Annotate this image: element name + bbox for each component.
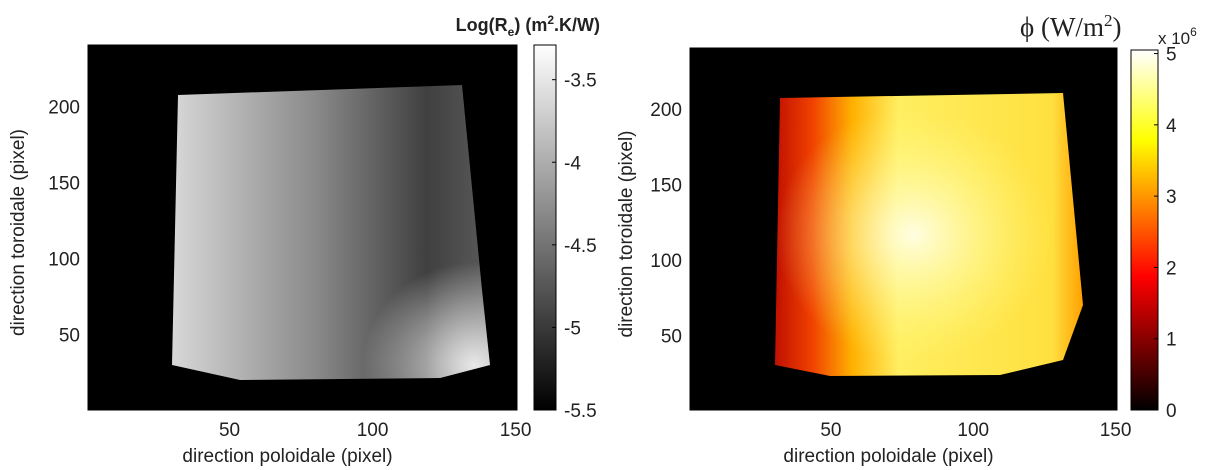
- y-tick-label: 50: [59, 326, 80, 347]
- x-tick-label: 100: [357, 420, 389, 441]
- colorbar-tick-label: -5.5: [564, 401, 597, 422]
- colorbar-tick-label: 4: [1166, 116, 1177, 137]
- colorbar-title: ϕ (W/m2): [1020, 11, 1121, 42]
- y-axis-label: direction toroidale (pixel): [616, 131, 637, 338]
- colorbar-tick-label: 1: [1166, 330, 1177, 351]
- x-tick-label: 150: [1100, 420, 1132, 441]
- y-tick-label: 100: [650, 251, 682, 272]
- colorbar-tick-label: -3.5: [564, 71, 597, 92]
- y-tick-label: 100: [48, 250, 80, 271]
- colorbar-tick-label: -5: [564, 318, 581, 339]
- x-tick-label: 50: [219, 420, 240, 441]
- colorbar-multiplier: x 106: [1158, 25, 1197, 48]
- axes-frame: [87, 44, 518, 411]
- colorbar-tick-label: -4: [564, 153, 581, 174]
- x-tick-label: 50: [820, 420, 841, 441]
- image-highlight: [775, 93, 1083, 376]
- image-highlight: [172, 85, 490, 380]
- colorbar-tick-label: -4.5: [564, 236, 597, 257]
- y-tick-label: 150: [48, 174, 80, 195]
- y-tick-label: 200: [48, 98, 80, 119]
- colorbar-title: Log(Re) (m2.K/W): [456, 13, 600, 39]
- y-axis-label: direction toroidale (pixel): [8, 129, 29, 336]
- x-axis-label: direction poloidale (pixel): [182, 446, 392, 467]
- y-tick-label: 200: [650, 100, 682, 121]
- x-axis-label: direction poloidale (pixel): [783, 446, 993, 467]
- colorbar-tick-label: 5: [1166, 45, 1177, 66]
- x-tick-label: 100: [957, 420, 989, 441]
- x-tick-label: 150: [500, 420, 532, 441]
- colorbar-tick-label: 0: [1166, 401, 1177, 422]
- y-tick-label: 150: [650, 176, 682, 197]
- colorbar-tick-label: 3: [1166, 187, 1177, 208]
- axes-frame: [689, 47, 1118, 411]
- colorbar: [533, 44, 557, 411]
- y-tick-label: 50: [661, 326, 682, 347]
- colorbar-tick-label: 2: [1166, 258, 1177, 279]
- colorbar: [1130, 49, 1159, 411]
